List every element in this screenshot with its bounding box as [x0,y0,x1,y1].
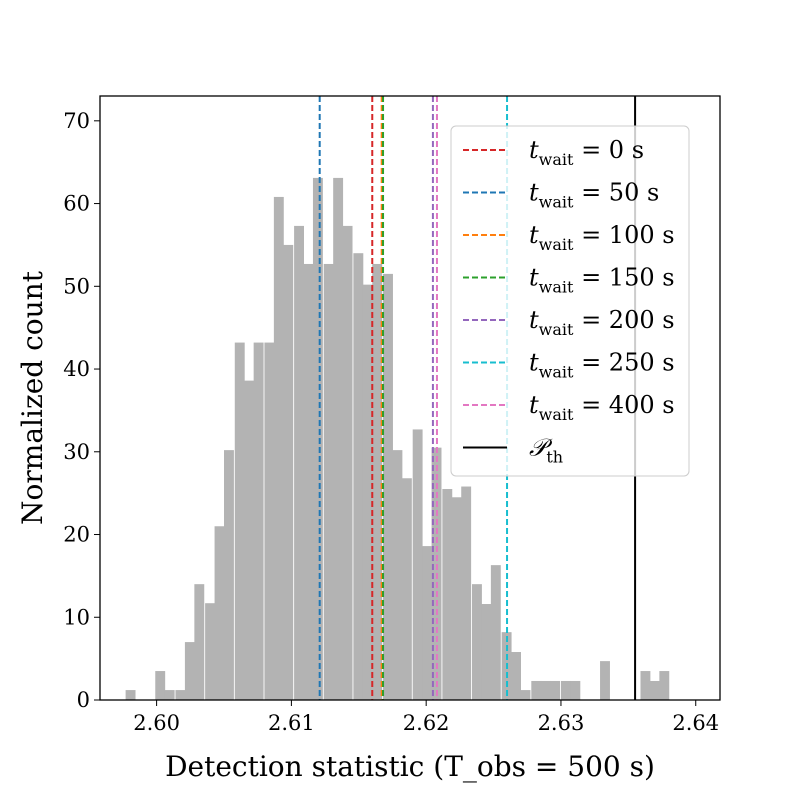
histogram-bar [570,680,581,700]
y-tick-label: 20 [63,523,90,547]
legend-label: twait = 0 s [529,136,644,169]
histogram-bar [264,342,275,700]
histogram-bar [451,497,462,700]
y-tick-label: 40 [63,357,90,381]
histogram-bar [234,342,245,700]
legend-label: twait = 400 s [529,391,675,424]
y-tick-label: 70 [63,109,90,133]
histogram-bar [383,273,393,700]
histogram-bar [294,225,304,700]
histogram-bar [205,603,216,700]
histogram-bar [659,671,670,700]
histogram-bar [392,450,403,700]
histogram-bar [511,652,521,700]
histogram-bar [342,225,353,700]
histogram-bar [472,584,482,700]
histogram-bar [401,478,412,700]
histogram-bar [531,680,542,700]
y-axis-label: Normalized count [16,270,49,525]
histogram-bar [372,263,383,700]
legend-label: twait = 150 s [529,264,675,297]
histogram-bar [461,486,472,700]
histogram-bar [224,450,234,700]
histogram-bar [273,196,284,701]
histogram-bar [422,546,433,700]
histogram-bar [412,429,423,700]
histogram-bar [323,263,334,700]
x-tick-label: 2.60 [133,711,180,735]
legend-label: twait = 100 s [529,221,675,254]
legend-label: twait = 50 s [529,179,659,212]
histogram-bar [362,284,373,700]
x-tick-label: 2.62 [403,711,450,735]
y-tick-label: 60 [63,192,90,216]
legend-box [450,125,690,477]
histogram-bar [253,342,264,700]
histogram-bar [244,380,255,700]
histogram-bar [155,671,166,700]
x-axis-label: Detection statistic (T_obs = 500 s) [165,750,655,783]
histogram-bar [303,263,314,700]
histogram-bar [312,177,323,700]
y-tick-label: 10 [63,605,90,629]
x-tick-label: 2.64 [672,711,719,735]
histogram-bar [442,489,453,700]
legend: twait = 0 s twait = 50 s twait = 100 s twai… [450,125,690,477]
histogram-bar [184,642,195,700]
histogram-bar [600,661,610,700]
y-tick-label: 50 [63,274,90,298]
x-axis-ticks: 2.60 2.61 2.62 2.63 2.64 [133,700,719,735]
y-tick-label: 30 [63,440,90,464]
y-axis-ticks: 0 10 20 30 40 50 60 70 [63,109,100,712]
legend-label: twait = 250 s [529,349,675,382]
histogram-bar [333,177,344,700]
plot-frame [99,95,721,701]
histogram-bar [125,690,136,700]
x-tick-label: 2.61 [268,711,315,735]
histogram-bar [640,671,651,700]
histogram-bar [175,690,186,700]
histogram-bar [194,584,205,700]
histogram-bar [214,526,225,700]
histogram-bar [560,680,571,700]
histogram-bar [540,680,551,700]
y-tick-label: 0 [77,688,90,712]
histogram-bar [550,680,561,700]
histogram-bar [353,253,364,700]
histogram-bar [520,690,531,700]
histogram-bar [649,680,660,700]
histogram-bar [481,604,492,700]
histogram-bar [164,690,175,700]
histogram-bar [490,565,501,700]
legend-label: twait = 200 s [529,306,675,339]
histogram-bar [283,244,294,700]
x-tick-label: 2.63 [538,711,585,735]
